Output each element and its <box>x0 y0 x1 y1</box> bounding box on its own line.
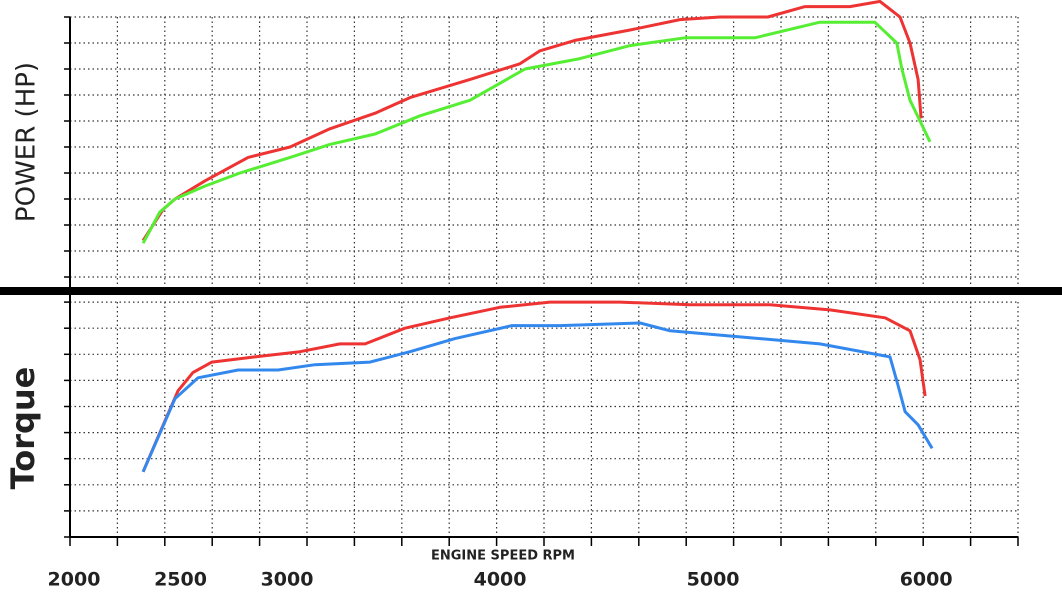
x-axis-title: ENGINE SPEED RPM <box>431 549 575 564</box>
data-line <box>141 321 934 473</box>
x-tick-label: 3000 <box>261 569 314 591</box>
x-tick-label: 2500 <box>154 569 207 591</box>
x-tick-label: 4000 <box>474 569 527 591</box>
torque-axis-label: Torque <box>4 367 42 490</box>
x-tick-label: 6000 <box>900 569 953 591</box>
data-line <box>141 300 927 473</box>
data-line <box>141 0 923 242</box>
data-line <box>141 20 932 244</box>
panel-divider <box>0 287 1062 295</box>
x-tick-label: 2000 <box>48 569 101 591</box>
x-tick-label: 5000 <box>687 569 740 591</box>
power-axis-label: POWER (HP) <box>12 62 42 222</box>
